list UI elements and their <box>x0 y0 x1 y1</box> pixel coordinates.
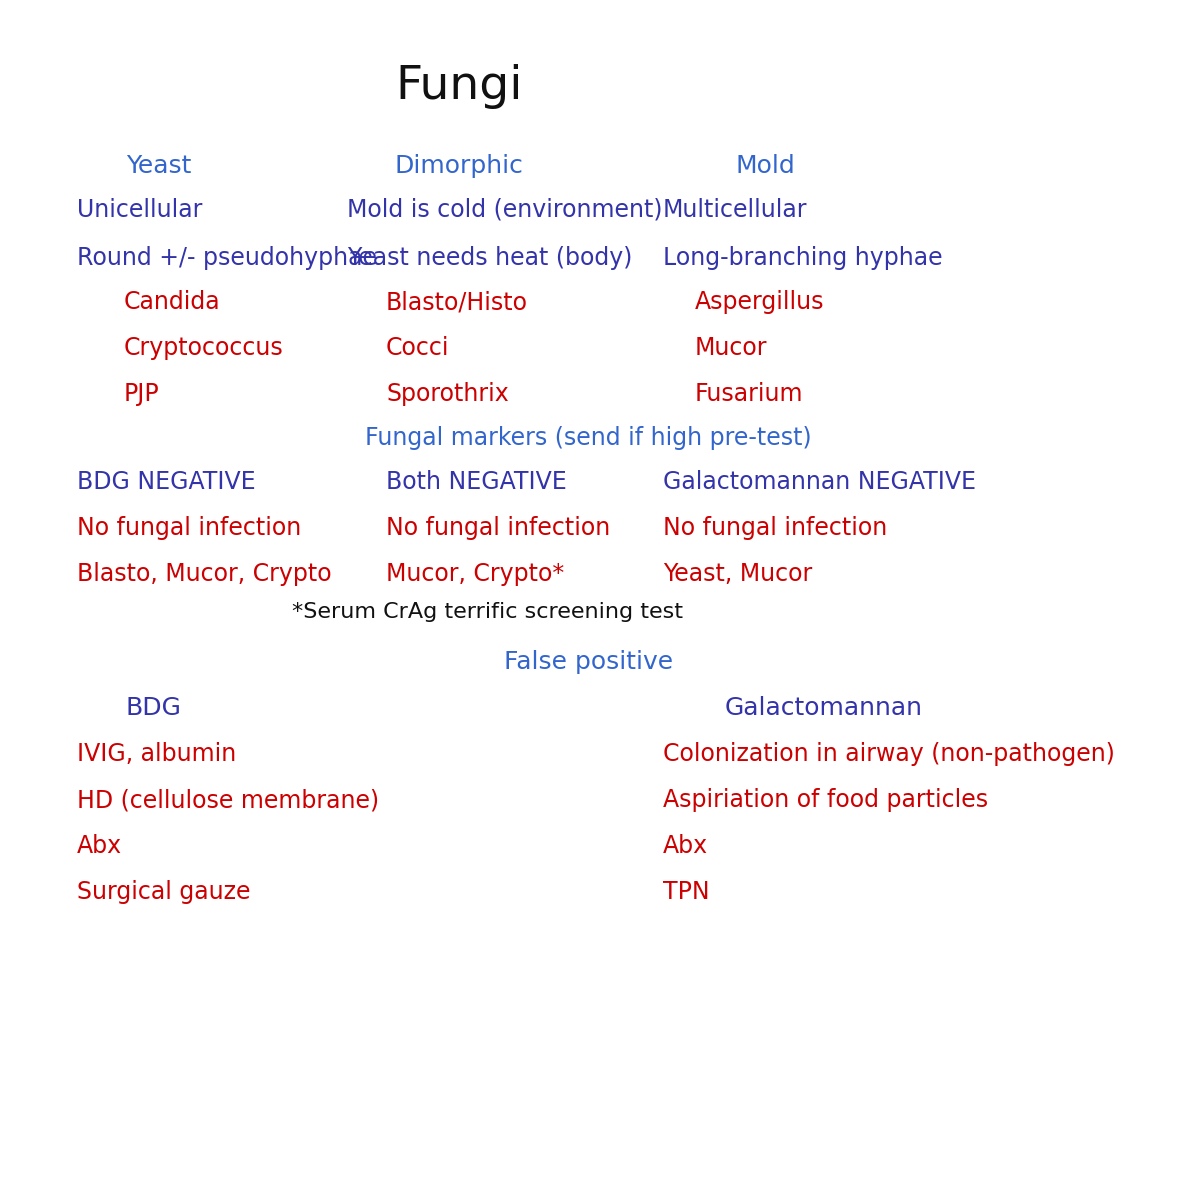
Text: Fusarium: Fusarium <box>694 382 803 406</box>
Text: Sporothrix: Sporothrix <box>386 382 508 406</box>
Text: Multicellular: Multicellular <box>663 198 807 222</box>
Text: Fungal markers (send if high pre-test): Fungal markers (send if high pre-test) <box>365 426 812 450</box>
Text: Colonization in airway (non-pathogen): Colonization in airway (non-pathogen) <box>663 742 1115 766</box>
Text: Candida: Candida <box>124 290 220 314</box>
Text: Round +/- pseudohyphae: Round +/- pseudohyphae <box>77 246 377 270</box>
Text: Blasto/Histo: Blasto/Histo <box>386 290 528 314</box>
Text: Yeast needs heat (body): Yeast needs heat (body) <box>347 246 632 270</box>
Text: BDG: BDG <box>125 696 181 720</box>
Text: HD (cellulose membrane): HD (cellulose membrane) <box>77 788 379 812</box>
Text: Dimorphic: Dimorphic <box>394 154 524 178</box>
Text: Surgical gauze: Surgical gauze <box>77 880 250 904</box>
Text: Yeast: Yeast <box>126 154 192 178</box>
Text: Mold: Mold <box>736 154 794 178</box>
Text: No fungal infection: No fungal infection <box>386 516 611 540</box>
Text: Cocci: Cocci <box>386 336 450 360</box>
Text: Blasto, Mucor, Crypto: Blasto, Mucor, Crypto <box>77 562 331 586</box>
Text: Galactomannan: Galactomannan <box>725 696 923 720</box>
Text: No fungal infection: No fungal infection <box>77 516 301 540</box>
Text: Mucor: Mucor <box>694 336 767 360</box>
Text: Aspiriation of food particles: Aspiriation of food particles <box>663 788 988 812</box>
Text: TPN: TPN <box>663 880 710 904</box>
Text: PJP: PJP <box>124 382 159 406</box>
Text: Cryptococcus: Cryptococcus <box>124 336 284 360</box>
Text: Unicellular: Unicellular <box>77 198 202 222</box>
Text: Long-branching hyphae: Long-branching hyphae <box>663 246 943 270</box>
Text: Abx: Abx <box>77 834 121 858</box>
Text: Yeast, Mucor: Yeast, Mucor <box>663 562 812 586</box>
Text: Abx: Abx <box>663 834 707 858</box>
Text: Galactomannan NEGATIVE: Galactomannan NEGATIVE <box>663 470 976 494</box>
Text: BDG NEGATIVE: BDG NEGATIVE <box>77 470 255 494</box>
Text: Fungi: Fungi <box>395 64 523 109</box>
Text: IVIG, albumin: IVIG, albumin <box>77 742 235 766</box>
Text: *Serum CrAg terrific screening test: *Serum CrAg terrific screening test <box>292 602 683 622</box>
Text: Mold is cold (environment): Mold is cold (environment) <box>347 198 663 222</box>
Text: Mucor, Crypto*: Mucor, Crypto* <box>386 562 564 586</box>
Text: Both NEGATIVE: Both NEGATIVE <box>386 470 567 494</box>
Text: False positive: False positive <box>504 650 673 674</box>
Text: No fungal infection: No fungal infection <box>663 516 887 540</box>
Text: Aspergillus: Aspergillus <box>694 290 824 314</box>
